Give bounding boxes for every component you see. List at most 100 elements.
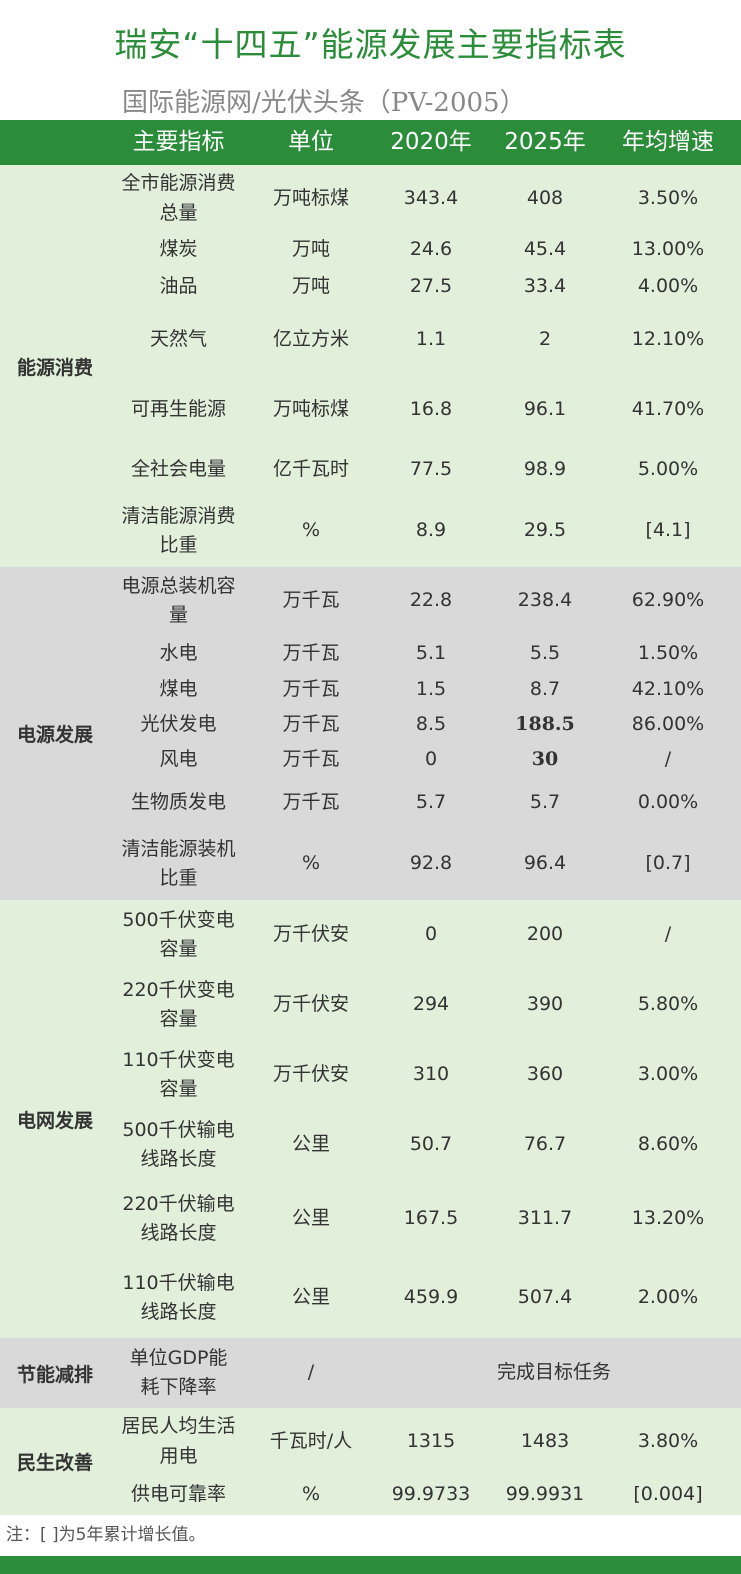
value-2025-cell: 45.4 <box>523 238 567 261</box>
growth-cell: 5.00% <box>637 458 699 481</box>
value-2025-cell: 5.5 <box>529 641 561 664</box>
unit-cell: / <box>307 1361 315 1384</box>
unit-cell: % <box>301 852 321 875</box>
header-2020: 2020年 <box>390 128 472 155</box>
growth-cell: 3.80% <box>637 1429 699 1452</box>
value-2020-cell: 27.5 <box>409 274 453 297</box>
table-row: 可再生能源 万吨标煤 16.8 96.1 41.70% <box>0 375 741 445</box>
indicator-label: 煤电 <box>159 677 198 700</box>
table-row: 全市能源消费总量 万吨标煤 343.4 408 3.50% <box>0 165 741 232</box>
value-2020-cell: 8.9 <box>415 519 447 542</box>
indicator-cell: 500千伏输电线路长度 <box>110 1110 247 1180</box>
indicator-label: 生物质发电 <box>130 791 226 814</box>
value-2025-cell: 33.4 <box>523 274 567 297</box>
indicator-label: 居民人均生活用电 <box>121 1415 236 1467</box>
footer-bar <box>0 1556 741 1574</box>
indicator-cell: 110千伏变电容量 <box>110 1040 247 1110</box>
growth-cell: 8.60% <box>637 1133 699 1156</box>
growth-cell: 3.50% <box>637 186 699 209</box>
indicator-cell: 光伏发电 <box>110 707 247 742</box>
value-2025-cell: 8.7 <box>529 677 561 700</box>
section-3: 电网发展 500千伏变电容量 万千伏安 0 200/220千伏变电容量 万千伏安 294 39… <box>0 900 741 1338</box>
page-title: 瑞安“十四五”能源发展主要指标表 <box>114 25 627 64</box>
value-2025-cell: 2 <box>538 328 552 351</box>
indicator-cell: 全市能源消费总量 <box>110 165 247 232</box>
indicator-label: 全社会电量 <box>130 458 226 481</box>
indicator-cell: 天然气 <box>110 305 247 375</box>
value-2020-cell: 1315 <box>406 1429 456 1452</box>
unit-cell: 万千瓦 <box>282 712 340 735</box>
growth-cell: 2.00% <box>637 1286 699 1309</box>
unit-cell: 公里 <box>291 1133 330 1156</box>
table-row: 110千伏输电线路长度 公里 459.9 507.4 2.00% <box>0 1258 741 1338</box>
table-row: 风电 万千瓦 0 30 / <box>0 742 741 778</box>
unit-cell: 万千伏安 <box>272 993 349 1016</box>
header-2025: 2025年 <box>504 128 586 155</box>
value-2020-cell: 16.8 <box>409 398 453 421</box>
unit-cell: 万吨标煤 <box>272 398 349 421</box>
indicator-label: 全市能源消费总量 <box>121 172 236 224</box>
value-2025-cell: 96.1 <box>523 398 567 421</box>
section-2: 电源发展 电源总装机容量 万千瓦 22.8 238.4 62.90% 水电 万千瓦 5.1 5.5… <box>0 567 741 900</box>
growth-cell: 13.00% <box>631 238 705 261</box>
growth-cell: / <box>664 923 672 946</box>
value-2020-cell: 294 <box>412 993 450 1016</box>
growth-cell: 1.50% <box>637 641 699 664</box>
indicator-cell: 全社会电量 <box>110 445 247 495</box>
growth-cell: [0.004] <box>633 1483 703 1506</box>
indicator-cell: 220千伏变电容量 <box>110 970 247 1040</box>
indicator-label: 电源总装机容量 <box>121 574 236 626</box>
table-row: 全社会电量 亿千瓦时 77.5 98.9 5.00% <box>0 445 741 495</box>
indicator-cell: 煤电 <box>110 672 247 707</box>
table-row: 500千伏变电容量 万千伏安 0 200 / <box>0 900 741 970</box>
unit-cell: % <box>301 1483 321 1506</box>
growth-cell: 13.20% <box>631 1207 705 1230</box>
value-2025-cell: 188.5 <box>515 712 575 735</box>
source-watermark: 国际能源网/光伏头条（PV-2005） <box>122 88 526 118</box>
section-5: 民生改善 居民人均生活用电 千瓦时/人 1315 1483 3.80% 供电可靠率% 99.9… <box>0 1408 741 1515</box>
indicator-cell: 清洁能源装机比重 <box>110 828 247 900</box>
indicator-label: 110千伏变电容量 <box>122 1048 235 1100</box>
value-2020-cell: 0 <box>424 923 438 946</box>
growth-cell: 5.80% <box>637 993 699 1016</box>
table-row: 110千伏变电容量 万千伏安 310 360 3.00% <box>0 1040 741 1110</box>
table-row: 生物质发电 万千瓦 5.7 5.7 0.00% <box>0 778 741 828</box>
table-row: 220千伏变电容量 万千伏安 294 390 5.80% <box>0 970 741 1040</box>
table-row: 光伏发电 万千瓦 8.5 188.5 86.00% <box>0 707 741 742</box>
value-2025-cell: 1483 <box>520 1429 570 1452</box>
value-2025-cell: 5.7 <box>529 791 561 814</box>
value-2025-cell: 507.4 <box>517 1286 573 1309</box>
unit-cell: 万千瓦 <box>282 748 340 771</box>
unit-cell: 万千瓦 <box>282 677 340 700</box>
table-row: 煤电 万千瓦 1.5 8.7 42.10% <box>0 672 741 707</box>
table-header: 主要指标 单位 2020年 2025年 年均增速 <box>0 120 741 165</box>
value-2020-cell: 99.9733 <box>391 1483 471 1506</box>
value-2020-cell: 5.7 <box>415 791 447 814</box>
indicator-label: 220千伏输电线路长度 <box>122 1192 235 1244</box>
indicator-label: 风电 <box>159 748 198 771</box>
growth-cell: 0.00% <box>637 791 699 814</box>
value-2020-cell: 1.1 <box>415 328 447 351</box>
section-1: 能源消费 全市能源消费总量 万吨标煤 343.4 408 3.50% 煤炭 万吨 24.6 45.… <box>0 165 741 567</box>
section-4: 节能减排 单位GDP能耗下降率 / 完成目标任务 <box>0 1338 741 1408</box>
header-growth: 年均增速 <box>622 128 714 155</box>
indicator-cell: 110千伏输电线路长度 <box>110 1258 247 1338</box>
indicator-label: 清洁能源消费比重 <box>121 504 236 556</box>
unit-cell: 万千瓦 <box>282 641 340 664</box>
unit-cell: 亿千瓦时 <box>272 458 349 481</box>
value-2025-cell: 390 <box>526 993 564 1016</box>
growth-cell: 42.10% <box>631 677 705 700</box>
unit-cell: 万吨标煤 <box>272 186 349 209</box>
indicator-cell: 煤炭 <box>110 232 247 268</box>
category-label: 能源消费 <box>16 356 93 379</box>
indicator-label: 供电可靠率 <box>130 1483 226 1506</box>
value-2025-cell: 76.7 <box>523 1133 567 1156</box>
indicator-cell: 生物质发电 <box>110 778 247 828</box>
value-2025-cell: 238.4 <box>517 589 573 612</box>
indicator-label: 油品 <box>159 274 198 297</box>
indicator-label: 天然气 <box>149 328 207 351</box>
indicator-label: 水电 <box>159 641 198 664</box>
value-2025-cell: 311.7 <box>517 1207 573 1230</box>
unit-cell: 公里 <box>291 1286 330 1309</box>
indicator-label: 110千伏输电线路长度 <box>122 1271 235 1323</box>
